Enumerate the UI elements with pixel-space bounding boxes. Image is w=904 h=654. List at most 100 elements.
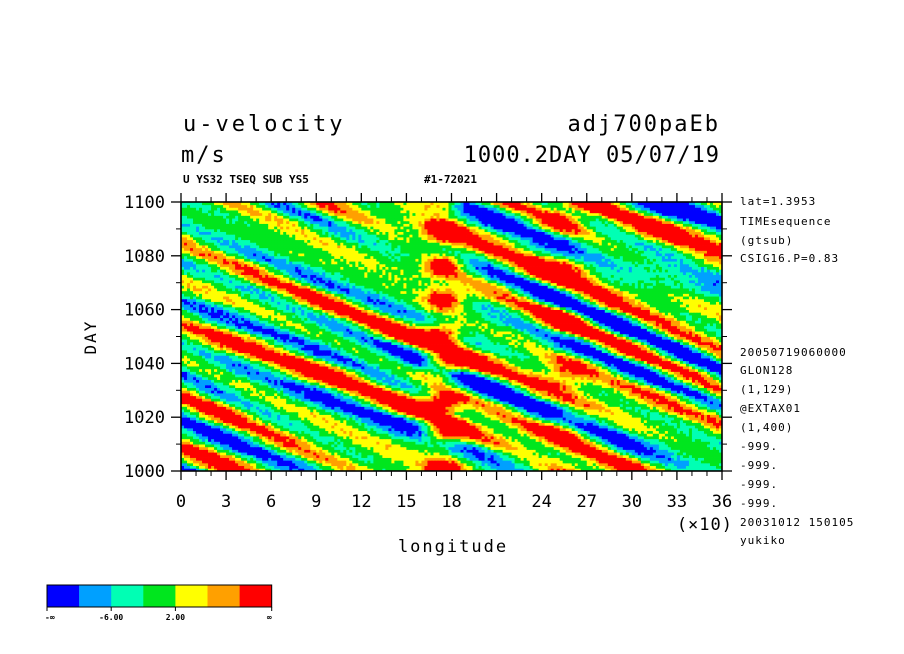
heatmap-cell: [409, 409, 413, 413]
heatmap-cell: [547, 401, 552, 405]
heatmap-cell: [712, 433, 717, 437]
heatmap-cell: [718, 438, 722, 442]
heatmap-cell: [505, 403, 510, 407]
heatmap-cell: [526, 465, 531, 469]
heatmap-cell: [466, 438, 470, 442]
heatmap-cell: [433, 436, 437, 440]
heatmap-cell: [397, 419, 401, 423]
heatmap-cell: [340, 427, 344, 432]
heatmap-cell: [604, 462, 609, 467]
heatmap-cell: [463, 460, 467, 464]
heatmap-cell: [559, 395, 564, 399]
heatmap-cell: [586, 452, 591, 456]
heatmap-cell: [331, 419, 335, 423]
heatmap-cell: [481, 419, 485, 423]
heatmap-cell: [517, 430, 522, 434]
heatmap-cell: [361, 433, 365, 437]
heatmap-cell: [370, 457, 374, 461]
heatmap-cell: [340, 433, 344, 437]
heatmap-cell: [691, 430, 696, 434]
heatmap-cell: [505, 398, 510, 402]
heatmap-cell: [481, 468, 485, 471]
heatmap-cell: [550, 409, 555, 413]
heatmap-cell: [379, 422, 383, 426]
heatmap-cell: [196, 438, 200, 442]
heatmap-cell: [655, 433, 660, 437]
heatmap-cell: [517, 452, 522, 456]
heatmap-cell: [295, 403, 299, 407]
heatmap-cell: [619, 462, 624, 467]
heatmap-cell: [499, 395, 503, 399]
heatmap-cell: [283, 398, 287, 402]
heatmap-cell: [472, 454, 476, 458]
heatmap-cell: [592, 449, 597, 453]
heatmap-cell: [514, 452, 519, 456]
heatmap-cell: [244, 414, 248, 418]
heatmap-cell: [394, 414, 398, 418]
heatmap-cell: [325, 395, 329, 399]
heatmap-cell: [505, 414, 510, 418]
heatmap-cell: [187, 409, 191, 413]
heatmap-cell: [370, 417, 374, 421]
heatmap-cell: [223, 446, 227, 450]
heatmap-cell: [277, 419, 281, 423]
heatmap-cell: [493, 395, 497, 399]
heatmap-cell: [481, 460, 485, 464]
heatmap-cell: [478, 462, 482, 467]
heatmap-cell: [661, 406, 666, 410]
heatmap-cell: [634, 444, 639, 448]
heatmap-cell: [382, 449, 386, 453]
heatmap-cell: [616, 438, 621, 442]
heatmap-cell: [310, 422, 314, 426]
heatmap-cell: [571, 422, 576, 426]
heatmap-cell: [586, 398, 591, 402]
heatmap-cell: [442, 395, 446, 399]
heatmap-cell: [556, 398, 561, 402]
heatmap-cell: [607, 430, 612, 434]
heatmap-cell: [403, 436, 407, 440]
heatmap-cell: [514, 419, 519, 423]
heatmap-cell: [322, 460, 326, 464]
heatmap-cell: [388, 433, 392, 437]
heatmap-cell: [313, 425, 317, 429]
heatmap-cell: [430, 436, 434, 440]
heatmap-cell: [331, 425, 335, 429]
heatmap-cell: [682, 398, 687, 402]
heatmap-cell: [619, 411, 624, 415]
heatmap-cell: [544, 444, 549, 448]
heatmap-cell: [580, 427, 585, 432]
heatmap-cell: [388, 401, 392, 405]
heatmap-cell: [367, 444, 371, 448]
heatmap-cell: [499, 403, 503, 407]
heatmap-cell: [250, 411, 254, 415]
heatmap-cell: [397, 395, 401, 399]
heatmap-cell: [349, 436, 353, 440]
heatmap-cell: [334, 452, 338, 456]
heatmap-cell: [658, 465, 663, 469]
heatmap-cell: [277, 454, 281, 458]
heatmap-cell: [667, 465, 672, 469]
heatmap-cell: [712, 444, 717, 448]
heatmap-cell: [640, 433, 645, 437]
heatmap-cell: [544, 460, 549, 464]
heatmap-cell: [427, 425, 431, 429]
heatmap-cell: [523, 457, 528, 461]
heatmap-cell: [532, 454, 537, 458]
heatmap-cell: [337, 446, 341, 450]
heatmap-cell: [442, 444, 446, 448]
heatmap-cell: [199, 446, 203, 450]
heatmap-cell: [373, 433, 377, 437]
heatmap-cell: [223, 425, 227, 429]
heatmap-cell: [190, 449, 194, 453]
heatmap-cell: [199, 406, 203, 410]
heatmap-cell: [427, 419, 431, 423]
heatmap-cell: [682, 411, 687, 415]
heatmap-cell: [607, 460, 612, 464]
heatmap-cell: [205, 427, 209, 432]
heatmap-cell: [616, 441, 621, 445]
heatmap-cell: [382, 425, 386, 429]
heatmap-cell: [385, 441, 389, 445]
heatmap-cell: [418, 446, 422, 450]
heatmap-cell: [313, 433, 317, 437]
heatmap-cell: [607, 414, 612, 418]
